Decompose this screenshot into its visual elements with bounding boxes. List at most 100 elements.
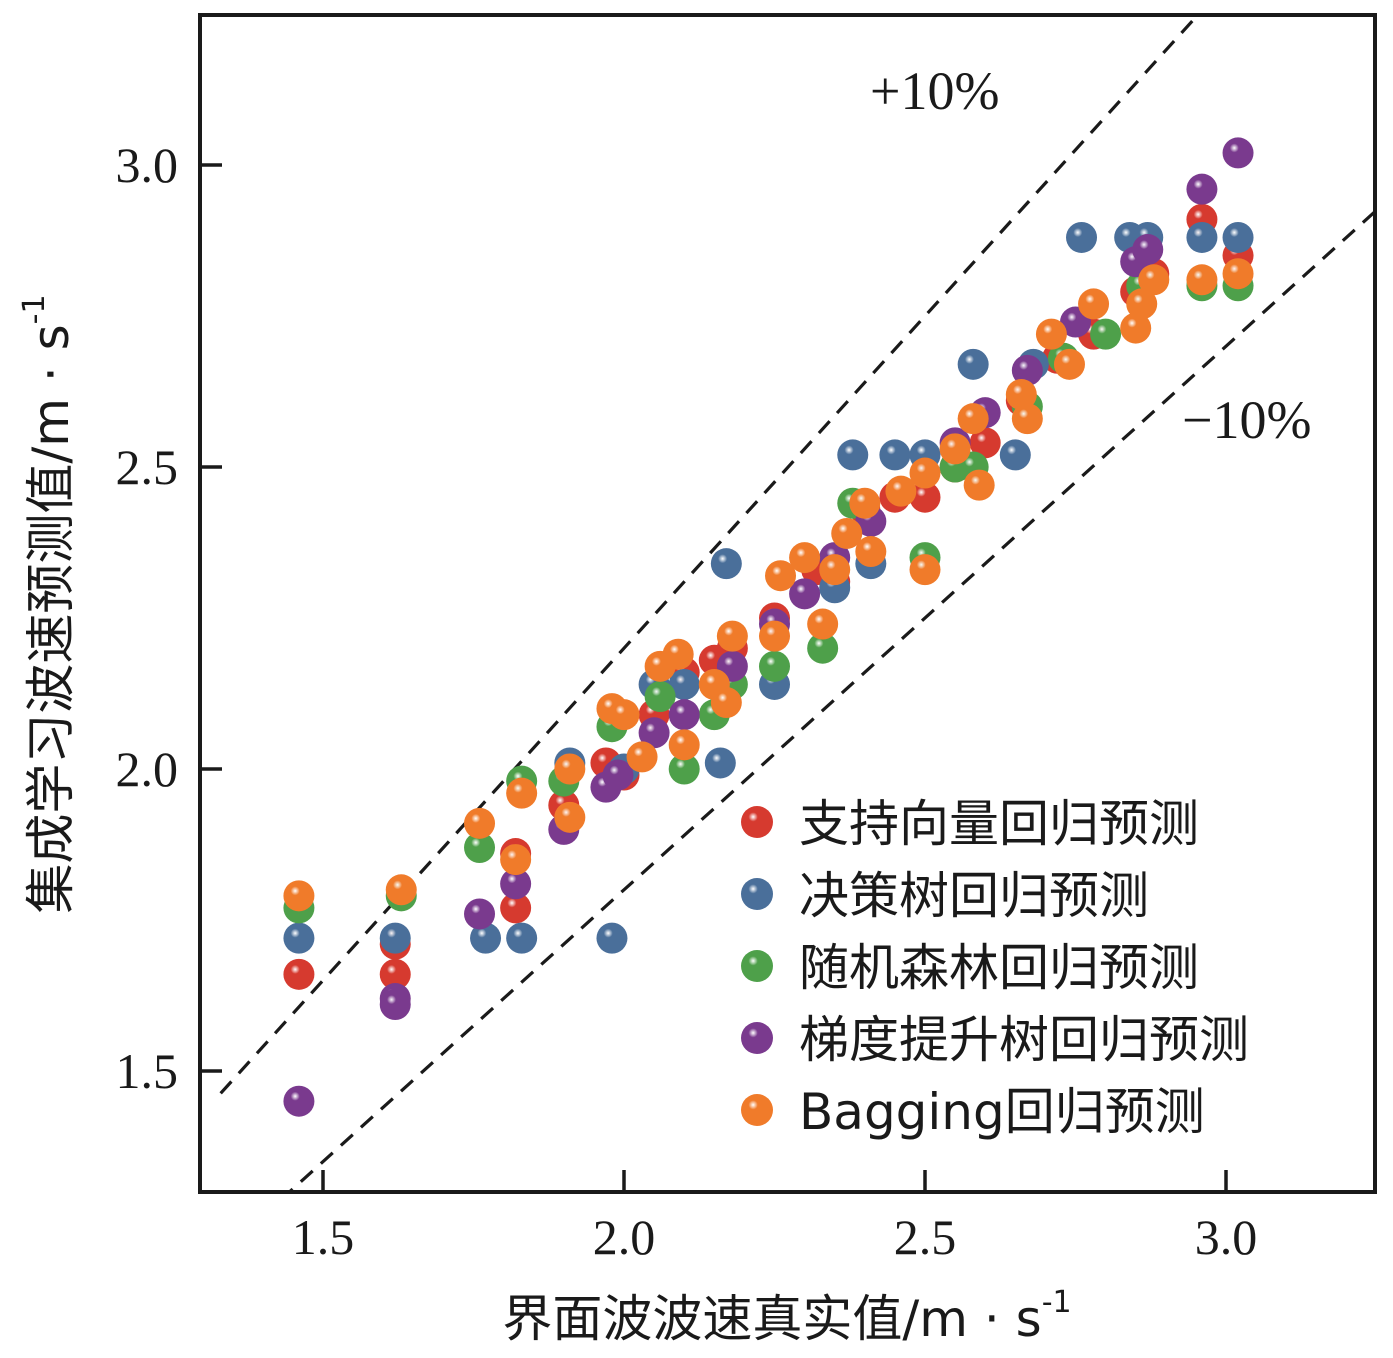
- data-point: [385, 874, 417, 906]
- legend-marker: [741, 950, 773, 982]
- data-point: [668, 729, 700, 761]
- data-point: [957, 403, 989, 435]
- data-point: [819, 554, 851, 586]
- data-point: [765, 560, 797, 592]
- data-point: [1138, 264, 1170, 296]
- data-point: [759, 650, 790, 682]
- data-point: [1132, 234, 1164, 266]
- data-point: [855, 536, 887, 568]
- data-point: [1186, 264, 1218, 296]
- data-point: [464, 807, 496, 839]
- y-tick-label: 2.5: [116, 439, 179, 495]
- data-point: [789, 578, 821, 610]
- x-tick-label: 2.5: [894, 1209, 957, 1265]
- data-point: [464, 832, 496, 864]
- data-point: [909, 457, 941, 489]
- data-point: [837, 439, 869, 471]
- data-point: [716, 620, 748, 652]
- legend-marker: [741, 1094, 773, 1126]
- data-point: [807, 632, 839, 664]
- data-point: [957, 348, 989, 380]
- x-tick-label: 1.5: [292, 1209, 355, 1265]
- data-point: [1126, 288, 1158, 320]
- data-point: [644, 681, 676, 713]
- data-point: [506, 777, 538, 809]
- data-point: [1222, 137, 1254, 169]
- data-point: [849, 487, 881, 519]
- data-point: [668, 668, 700, 700]
- minus-10-percent-label: −10%: [1182, 390, 1311, 450]
- legend-label: 决策树回归预测: [799, 867, 1149, 925]
- legend-marker: [741, 878, 773, 910]
- data-point: [608, 699, 640, 731]
- y-tick-label: 3.0: [116, 137, 179, 193]
- data-point: [1011, 403, 1043, 435]
- data-point: [710, 548, 742, 580]
- data-point: [596, 922, 628, 954]
- plus-10-percent-label: +10%: [870, 61, 999, 121]
- data-point: [638, 717, 670, 749]
- data-point: [283, 922, 315, 954]
- x-tick-label: 2.0: [593, 1209, 656, 1265]
- data-point: [1053, 348, 1085, 380]
- data-point: [1078, 288, 1110, 320]
- x-axis-title: 界面波波速真实值/m · s-1: [502, 1285, 1071, 1348]
- data-point: [909, 481, 941, 513]
- data-point: [1005, 379, 1037, 411]
- data-point: [283, 880, 315, 912]
- plot-frame: [198, 13, 1377, 1194]
- data-point: [999, 439, 1031, 471]
- data-point: [283, 958, 315, 990]
- data-point: [668, 699, 700, 731]
- data-point: [1222, 221, 1254, 253]
- legend-label: 随机森林回归预测: [799, 939, 1199, 997]
- x-tick-label: 3.0: [1195, 1209, 1258, 1265]
- legend-label: Bagging回归预测: [799, 1083, 1205, 1141]
- data-point: [470, 922, 502, 954]
- data-point: [879, 439, 911, 471]
- y-tick-label: 2.0: [116, 741, 179, 797]
- legend-marker: [741, 806, 773, 838]
- data-point: [602, 759, 634, 791]
- data-point: [885, 475, 917, 507]
- data-point: [963, 469, 995, 501]
- data-point: [704, 747, 736, 779]
- legend-marker: [741, 1022, 773, 1054]
- data-point: [1120, 312, 1152, 344]
- legend-label: 梯度提升树回归预测: [799, 1011, 1249, 1069]
- data-point: [789, 542, 821, 574]
- data-point: [1186, 221, 1218, 253]
- reference-line-minus-10: [286, 209, 1375, 1192]
- data-point: [626, 741, 658, 773]
- data-point: [1011, 354, 1043, 386]
- data-point: [554, 801, 586, 833]
- data-point: [554, 753, 586, 785]
- data-point: [500, 892, 532, 924]
- data-point: [668, 753, 700, 785]
- legend-label: 支持向量回归预测: [799, 795, 1199, 853]
- data-point: [759, 620, 790, 652]
- data-point: [710, 687, 742, 719]
- y-tick-label: 1.5: [116, 1043, 179, 1099]
- data-point: [379, 958, 411, 990]
- data-point: [1186, 173, 1218, 205]
- data-point: [283, 1085, 315, 1117]
- data-point: [506, 922, 538, 954]
- series-4: [283, 258, 1254, 912]
- data-point: [662, 638, 694, 670]
- data-point: [909, 554, 941, 586]
- data-point: [807, 608, 839, 640]
- data-point: [939, 433, 971, 465]
- data-point: [500, 868, 532, 900]
- data-point: [500, 844, 532, 876]
- data-point: [831, 517, 863, 549]
- data-point: [969, 427, 1001, 459]
- data-point: [1090, 318, 1122, 350]
- data-point: [379, 989, 411, 1021]
- data-point: [1066, 221, 1098, 253]
- data-point: [464, 898, 496, 930]
- data-point: [1222, 258, 1254, 290]
- data-point: [379, 922, 411, 954]
